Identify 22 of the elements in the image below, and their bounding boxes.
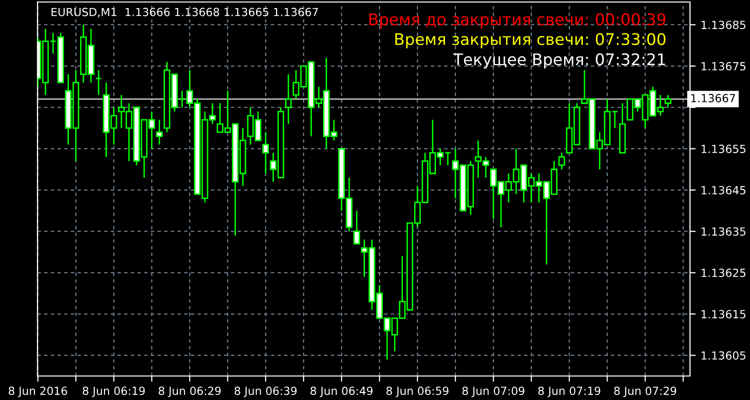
x-tick-label: 8 Jun 06:29 [158,386,221,398]
y-tick-label: 1.13605 [702,351,746,360]
x-tick-label: 8 Jun 06:49 [310,386,373,398]
x-tick-label: 8 Jun 07:09 [462,386,524,398]
annotation: Время до закрытия свечи: 00:00:39 [369,13,666,28]
y-tick-label: 1.13655 [702,144,746,154]
x-tick-label: 8 Jun 07:19 [538,386,600,398]
y-tick-label: 1.13635 [702,227,746,236]
x-tick-label: 8 Jun 06:19 [82,386,145,398]
y-tick-label: 1.13615 [702,310,746,318]
y-tick-label: 1.13685 [702,20,746,30]
y-tick-label: 1.13675 [702,62,746,70]
x-tick-label: 8 Jun 2016 [8,386,68,398]
y-tick-label: 1.13645 [702,186,746,194]
x-tick-label: 8 Jun 06:39 [234,386,297,398]
annotation: Время закрытия свечи: 07:33:00 [395,33,666,48]
y-tick-label: 1.13625 [702,268,746,278]
annotation: Текущее Время: 07:32:21 [453,53,666,68]
x-tick-label: 8 Jun 07:29 [614,386,676,398]
x-tick-label: 8 Jun 06:59 [386,386,448,398]
ref-line-label: 1.13667 [691,94,735,102]
chart-title: EURUSD,M1 1.13666 1.13668 1.13665 1.13667 [52,8,318,18]
